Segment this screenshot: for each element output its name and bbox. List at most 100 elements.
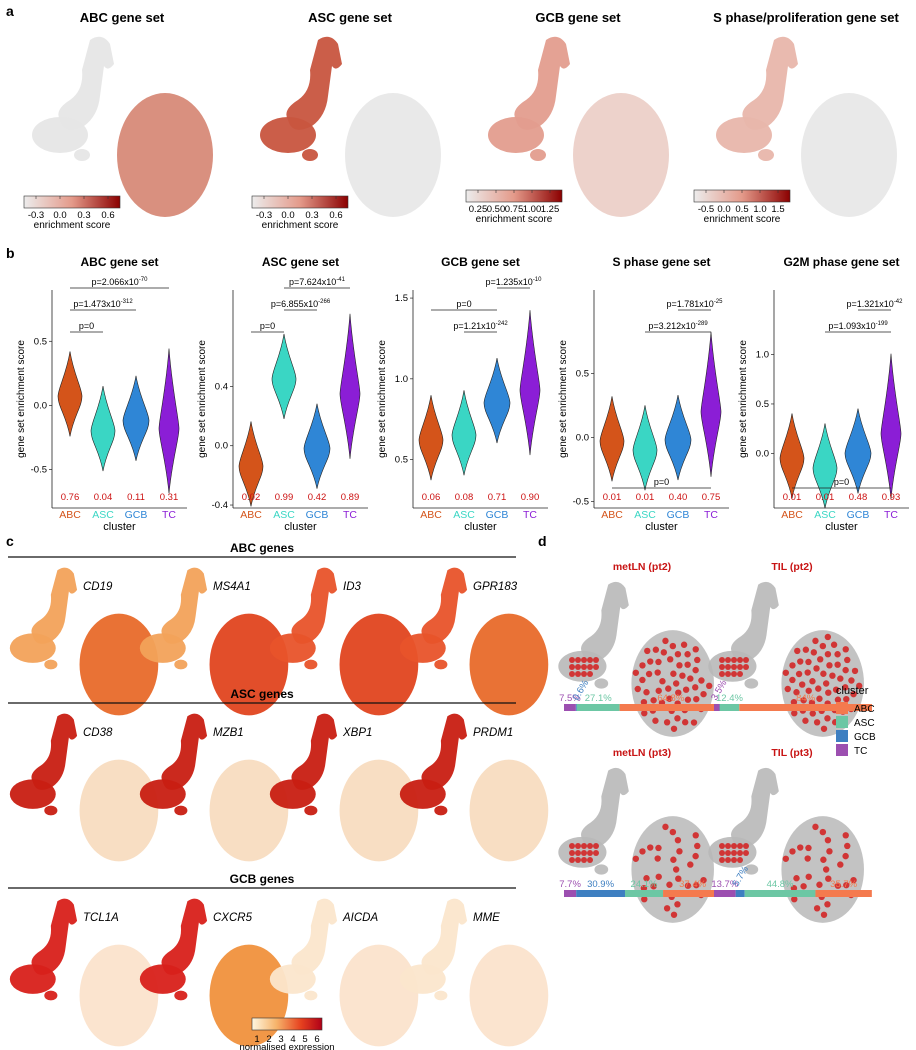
- cell-dot: [809, 678, 816, 685]
- cell-dot: [675, 875, 682, 882]
- y-tick-label: 1.0: [395, 374, 408, 385]
- cell-dot: [782, 669, 790, 676]
- cell-dot: [593, 657, 599, 663]
- p-value: p=6.855x10-266: [271, 299, 331, 309]
- violin-chart: ABC gene set -0.5 0.0 0.5 gene set enrichmen…: [16, 255, 187, 533]
- cell-dot: [805, 873, 812, 880]
- cell-dot: [719, 850, 725, 856]
- umap-arm: [291, 567, 338, 644]
- fraction-label: 84%: [796, 693, 816, 704]
- cell-dot: [790, 884, 798, 892]
- cell-dot: [698, 677, 705, 684]
- cell-dot: [842, 832, 849, 839]
- section-title: ASC genes: [230, 687, 294, 701]
- x-tick-label: GCB: [847, 509, 870, 521]
- cell-dot: [824, 836, 832, 844]
- violin-gcb: [122, 375, 150, 461]
- umap-abc-blob: [339, 944, 419, 1047]
- fraction-bar-tc: [564, 890, 577, 897]
- cell-dot: [820, 911, 828, 918]
- p-value-base: p=1.21x10: [453, 321, 495, 331]
- y-tick-label: 0.5: [34, 336, 47, 347]
- cell-dot: [587, 657, 593, 663]
- p-value-base: p=2.066x10: [92, 277, 139, 287]
- fraction-bar-abc: [663, 890, 723, 897]
- p-value-exponent: -42: [894, 299, 903, 305]
- p-value-exponent: -10: [533, 277, 542, 283]
- p-value: p=1.235x10-10: [486, 277, 543, 287]
- umap-abc-blob: [209, 759, 289, 862]
- cell-dot: [692, 852, 699, 860]
- fraction-bar-asc: [576, 704, 620, 711]
- umap-small-cluster: [758, 149, 774, 161]
- legend-title: cluster: [836, 685, 869, 697]
- cell-dot: [669, 642, 677, 650]
- p-value-base: p=0: [79, 321, 94, 331]
- gene-label: GPR183: [473, 581, 518, 593]
- cell-dot: [812, 823, 819, 831]
- violin-tc: [339, 313, 361, 459]
- cell-dot: [666, 695, 673, 702]
- cell-dot: [743, 664, 749, 670]
- umap-small-cluster: [304, 659, 318, 670]
- cell-dot: [662, 637, 669, 645]
- fraction-label: 0.04: [94, 492, 113, 503]
- cell-dot: [737, 850, 743, 856]
- cell-dot: [834, 696, 842, 703]
- x-tick-label: ASC: [273, 509, 295, 521]
- p-value: p=0: [79, 321, 94, 331]
- cell-dot: [569, 850, 575, 856]
- expression-tick: 4: [290, 1034, 295, 1045]
- cell-dot: [587, 671, 593, 677]
- gene-label: CD38: [83, 727, 113, 739]
- x-tick-label: GCB: [667, 509, 690, 521]
- section-title: ABC genes: [230, 541, 294, 555]
- cell-dot: [830, 641, 838, 648]
- fraction-label: 0.42: [308, 492, 327, 503]
- colorbar: [23, 195, 121, 209]
- p-value-base: p=1.321x10: [847, 299, 894, 309]
- cell-dot: [641, 709, 648, 717]
- fraction-label: 30.9%: [587, 879, 614, 890]
- panel-label-b: b: [6, 245, 15, 261]
- cell-dot: [844, 842, 851, 850]
- p-value-base: p=0: [456, 299, 471, 309]
- y-axis-label: gene set enrichment score: [738, 340, 749, 458]
- cell-dot: [587, 843, 593, 849]
- colorbar-tick-label: 1.5: [771, 204, 784, 215]
- colorbar-tick-label: 0.75: [505, 204, 524, 215]
- x-axis-label: cluster: [645, 521, 678, 533]
- cell-dot: [692, 646, 699, 653]
- umap-left-cluster: [9, 964, 56, 994]
- umap-small-cluster: [744, 678, 759, 689]
- umap-small-cluster: [530, 149, 546, 161]
- cell-dot: [679, 672, 686, 679]
- panel-a-title: ABC gene set: [80, 10, 165, 25]
- fraction-bar-asc: [624, 890, 664, 897]
- violin-tc: [880, 353, 902, 499]
- chart-title: GCB gene set: [441, 255, 520, 269]
- fraction-label: 27.1%: [585, 693, 612, 704]
- p-value-exponent: -70: [139, 277, 148, 283]
- cell-dot: [676, 662, 683, 669]
- cell-dot: [789, 676, 796, 684]
- p-value: p=1.473x10-312: [73, 299, 133, 309]
- cell-dot: [569, 843, 575, 849]
- cell-dot: [842, 684, 849, 691]
- umap-left-cluster: [269, 964, 316, 994]
- cell-dot: [822, 680, 830, 687]
- cell-dot: [694, 656, 701, 664]
- umap-left-cluster: [399, 633, 446, 663]
- expression-tick: 2: [266, 1034, 271, 1045]
- gene-label: MME: [473, 912, 500, 924]
- fraction-label: 0.01: [603, 492, 622, 503]
- x-tick-label: TC: [523, 509, 537, 521]
- cell-dot: [848, 677, 855, 684]
- cell-dot: [725, 857, 731, 863]
- cell-dot: [834, 882, 842, 889]
- x-tick-label: ABC: [59, 509, 81, 521]
- cell-dot: [581, 671, 587, 677]
- cell-dot: [837, 675, 844, 682]
- colorbar-tick-label: 0.6: [101, 210, 114, 221]
